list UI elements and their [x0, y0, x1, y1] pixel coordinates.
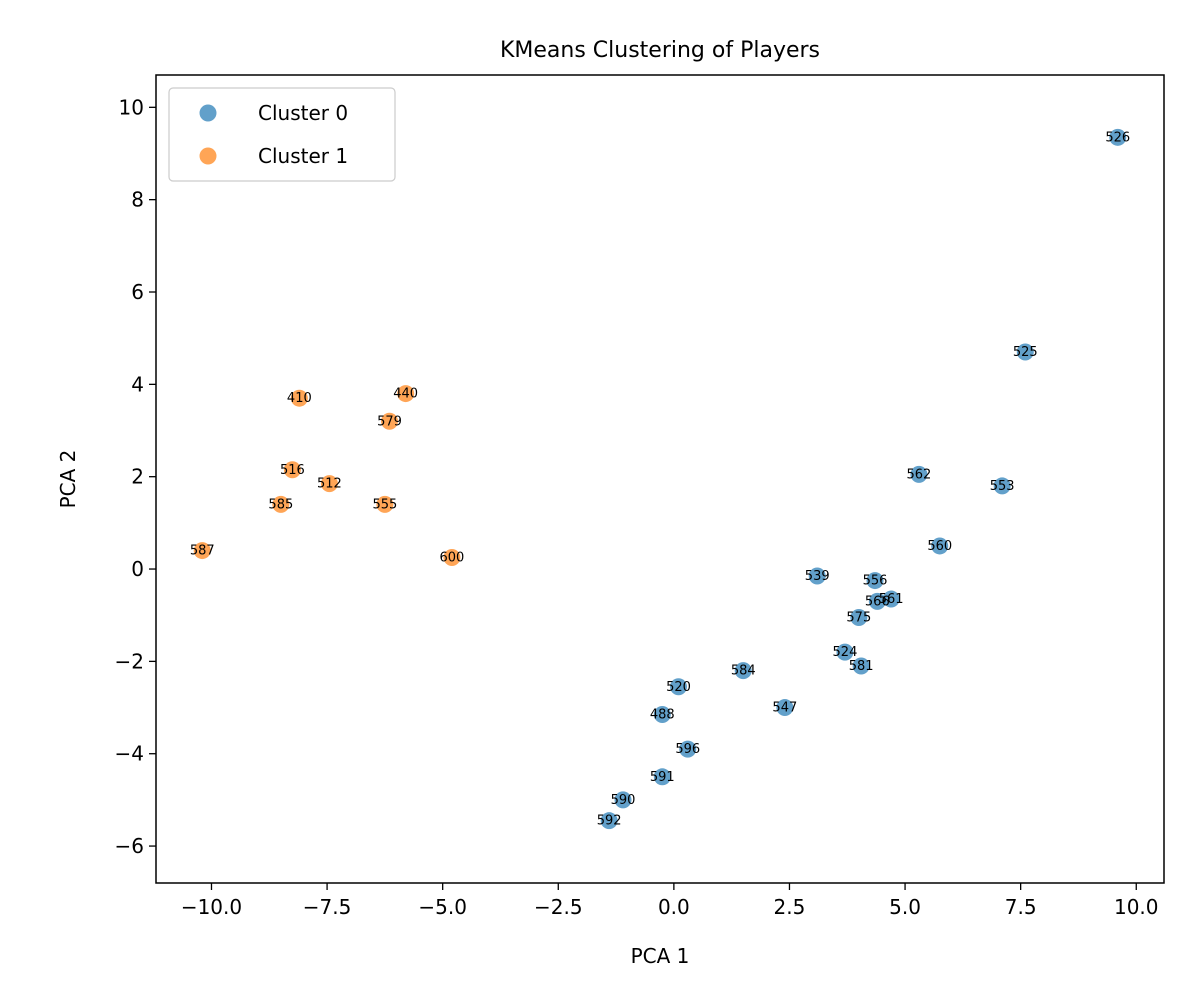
cluster-0-point — [882, 590, 900, 608]
x-tick-label: −2.5 — [534, 895, 583, 919]
cluster-0-point — [1109, 128, 1127, 146]
cluster-0-point — [679, 740, 697, 758]
y-tick-label: −4 — [115, 742, 144, 766]
y-tick-label: 2 — [131, 465, 144, 489]
cluster-1-point — [381, 412, 399, 430]
cluster-1-point — [283, 461, 301, 479]
cluster-0-point — [1016, 343, 1034, 361]
cluster-0-point — [852, 657, 870, 675]
x-tick-label: −5.0 — [418, 895, 467, 919]
x-axis-label: PCA 1 — [631, 944, 690, 968]
cluster-1-point — [443, 548, 461, 566]
x-tick-label: 2.5 — [774, 895, 806, 919]
point-label: 488 — [650, 707, 675, 722]
y-tick-label: −2 — [115, 649, 144, 673]
x-axis: −10.0 −7.5 −5.0 −2.5 0.0 2.5 5.0 7.5 10.0 — [181, 883, 1159, 919]
cluster-0-point — [653, 705, 671, 723]
point-label: 575 — [846, 611, 871, 626]
point-label: 553 — [990, 479, 1015, 494]
x-tick-label: 10.0 — [1114, 895, 1159, 919]
point-label: 561 — [879, 592, 904, 607]
y-axis: −6 −4 −2 0 2 4 6 8 10 — [115, 95, 156, 858]
x-tick-label: 0.0 — [658, 895, 690, 919]
cluster-0-point — [910, 465, 928, 483]
cluster-0-point — [866, 572, 884, 590]
legend-marker-cluster-0 — [199, 104, 217, 122]
y-tick-label: 10 — [119, 95, 144, 119]
y-tick-label: −6 — [115, 834, 144, 858]
cluster-1-point — [397, 385, 415, 403]
cluster-0-point — [653, 768, 671, 786]
point-label: 512 — [317, 477, 342, 492]
point-label: 410 — [287, 391, 312, 406]
point-label: 596 — [675, 742, 700, 757]
chart-title: KMeans Clustering of Players — [500, 38, 820, 63]
point-label: 579 — [377, 414, 402, 429]
cluster-0-point — [734, 662, 752, 680]
y-tick-label: 4 — [131, 372, 144, 396]
point-label: 555 — [372, 497, 397, 512]
cluster-0-point — [850, 609, 868, 627]
cluster-0-point — [776, 699, 794, 717]
point-label: 516 — [280, 463, 305, 478]
cluster-0-point — [600, 812, 618, 830]
legend: Cluster 0 Cluster 1 — [168, 87, 396, 182]
point-label: 525 — [1013, 345, 1038, 360]
x-tick-label: 5.0 — [889, 895, 921, 919]
y-tick-label: 8 — [131, 188, 144, 212]
cluster-0-point — [614, 791, 632, 809]
cluster-0-point — [669, 678, 687, 696]
point-label: 592 — [597, 814, 622, 829]
cluster-1-point — [376, 495, 394, 513]
legend-label-cluster-0: Cluster 0 — [258, 101, 348, 125]
legend-box — [168, 87, 396, 182]
plot-area — [155, 74, 1165, 884]
point-label: 524 — [833, 645, 858, 660]
cluster-1-point — [272, 495, 290, 513]
cluster-0-point — [993, 477, 1011, 495]
point-label: 520 — [666, 680, 691, 695]
legend-label-cluster-1: Cluster 1 — [258, 144, 348, 168]
point-label: 560 — [927, 539, 952, 554]
y-tick-label: 0 — [131, 557, 144, 581]
point-label: 566 — [865, 594, 890, 609]
cluster-0-point — [808, 567, 826, 585]
legend-marker-cluster-1 — [199, 147, 217, 165]
point-label: 590 — [611, 793, 636, 808]
point-label: 526 — [1105, 130, 1130, 145]
point-label: 591 — [650, 770, 675, 785]
point-label: 547 — [772, 701, 797, 716]
point-label: 440 — [393, 387, 418, 402]
point-label: 562 — [907, 467, 932, 482]
cluster-1-point — [290, 389, 308, 407]
cluster-1-point — [320, 475, 338, 493]
cluster-0-point — [836, 643, 854, 661]
point-label: 585 — [268, 497, 293, 512]
point-label: 581 — [849, 659, 874, 674]
x-tick-label: −10.0 — [181, 895, 242, 919]
point-label: 556 — [863, 574, 888, 589]
x-tick-label: −7.5 — [303, 895, 352, 919]
point-label: 600 — [440, 550, 465, 565]
cluster-0-point — [868, 592, 886, 610]
x-tick-label: 7.5 — [1005, 895, 1037, 919]
point-label: 587 — [190, 544, 215, 559]
cluster-1-point — [193, 542, 211, 560]
cluster-0-point — [931, 537, 949, 555]
point-label: 584 — [731, 664, 756, 679]
point-label: 539 — [805, 569, 830, 584]
y-tick-label: 6 — [131, 280, 144, 304]
y-axis-label: PCA 2 — [56, 450, 80, 509]
